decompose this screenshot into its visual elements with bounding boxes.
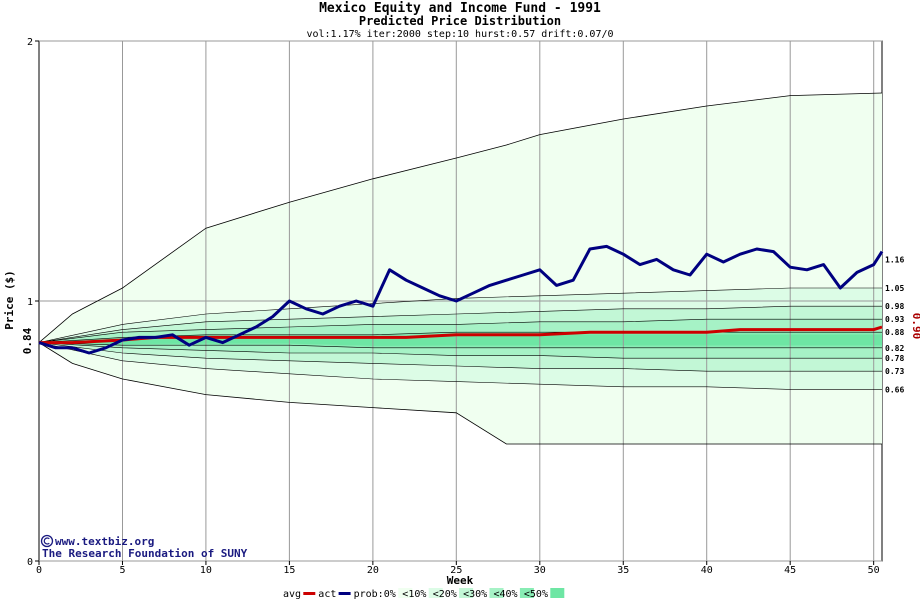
legend-swatch-3 (428, 588, 443, 598)
band-edge-p30 (38, 342, 882, 349)
legend-line-0 (303, 592, 316, 595)
x-tick-label: 35 (617, 565, 629, 576)
series-act-line (38, 244, 884, 355)
x-tick-label: 45 (784, 565, 796, 576)
credit-url: www.textbiz.org (55, 535, 154, 548)
level-label: 0.93 (885, 315, 904, 324)
copyright-icon (40, 534, 54, 548)
level-label: 0.66 (885, 385, 904, 394)
legend-label-4: <20% (433, 589, 457, 600)
chart-title: Mexico Equity and Income Fund - 1991 (319, 1, 601, 16)
legend-label-6: <40% (494, 589, 518, 600)
band-edge-p95 (38, 287, 882, 343)
chart-subtitle: Predicted Price Distribution (359, 14, 561, 28)
y-tick-label: 0 (27, 557, 33, 568)
end-avg-label: 0.90 (910, 313, 920, 340)
level-label: 1.05 (885, 284, 904, 293)
level-label: 0.88 (885, 328, 904, 337)
x-axis-label: Week (447, 574, 474, 587)
x-tick-label: 50 (868, 565, 880, 576)
x-tick-label: 15 (283, 565, 295, 576)
x-tick-label: 40 (701, 565, 713, 576)
x-tick-label: 20 (367, 565, 379, 576)
legend-label-1: act (318, 589, 336, 600)
x-tick-label: 0 (36, 565, 42, 576)
x-tick-label: 25 (450, 565, 462, 576)
legend-swatch-2 (398, 588, 413, 598)
envelope-lower-line (38, 342, 882, 445)
y-tick-label: 1 (27, 297, 33, 308)
chart-params: vol:1.17% iter:2000 step:10 hurst:0.57 d… (306, 29, 613, 40)
band-edge-p20 (38, 342, 882, 359)
envelope-upper-line (38, 92, 883, 343)
x-axis-ticks: 0 5 10 15 20 25 30 35 40 45 50 (36, 561, 880, 576)
band-edge-p70 (38, 331, 882, 343)
x-tick-label: 5 (119, 565, 125, 576)
y-tick-label: 2 (27, 37, 33, 48)
legend-swatch-5 (489, 588, 504, 598)
level-label: 0.73 (885, 367, 904, 376)
plot-area (38, 40, 884, 562)
legend-label-3: <10% (402, 589, 426, 600)
x-tick-label: 30 (534, 565, 546, 576)
level-label: 0.78 (885, 354, 904, 363)
credit-org: The Research Foundation of SUNY (42, 547, 248, 560)
legend-swatch-7 (550, 588, 565, 598)
start-price-label: 0.84 (21, 327, 34, 354)
band-edge-p90 (38, 305, 882, 343)
legend-swatch-4 (459, 588, 474, 598)
x-tick-label: 10 (200, 565, 212, 576)
level-label: 0.98 (885, 302, 904, 311)
legend-label-7: <50% (524, 589, 548, 600)
level-label: 0.82 (885, 344, 904, 353)
band-edge-p10 (38, 342, 882, 372)
legend-label-5: <30% (463, 589, 487, 600)
band-edge-lines (38, 92, 883, 445)
y-axis-label: Price ($) (3, 270, 16, 330)
legend-line-1 (338, 592, 351, 595)
legend: avg act prob:0% <10% <20% <30% <40% <50% (283, 588, 565, 600)
legend-label-0: avg (283, 589, 301, 600)
legend-swatch-6 (519, 588, 534, 598)
legend-label-2: prob:0% (354, 589, 396, 600)
band-edge-p5 (38, 342, 882, 390)
series-lines (38, 244, 884, 355)
level-label: 1.16 (885, 255, 904, 264)
band-edge-p80 (38, 318, 882, 343)
band-level-labels: 1.16 1.05 0.98 0.93 0.88 0.820.78 0.73 0.66 (885, 255, 904, 394)
y-axis-ticks: 0 1 2 (27, 37, 39, 568)
